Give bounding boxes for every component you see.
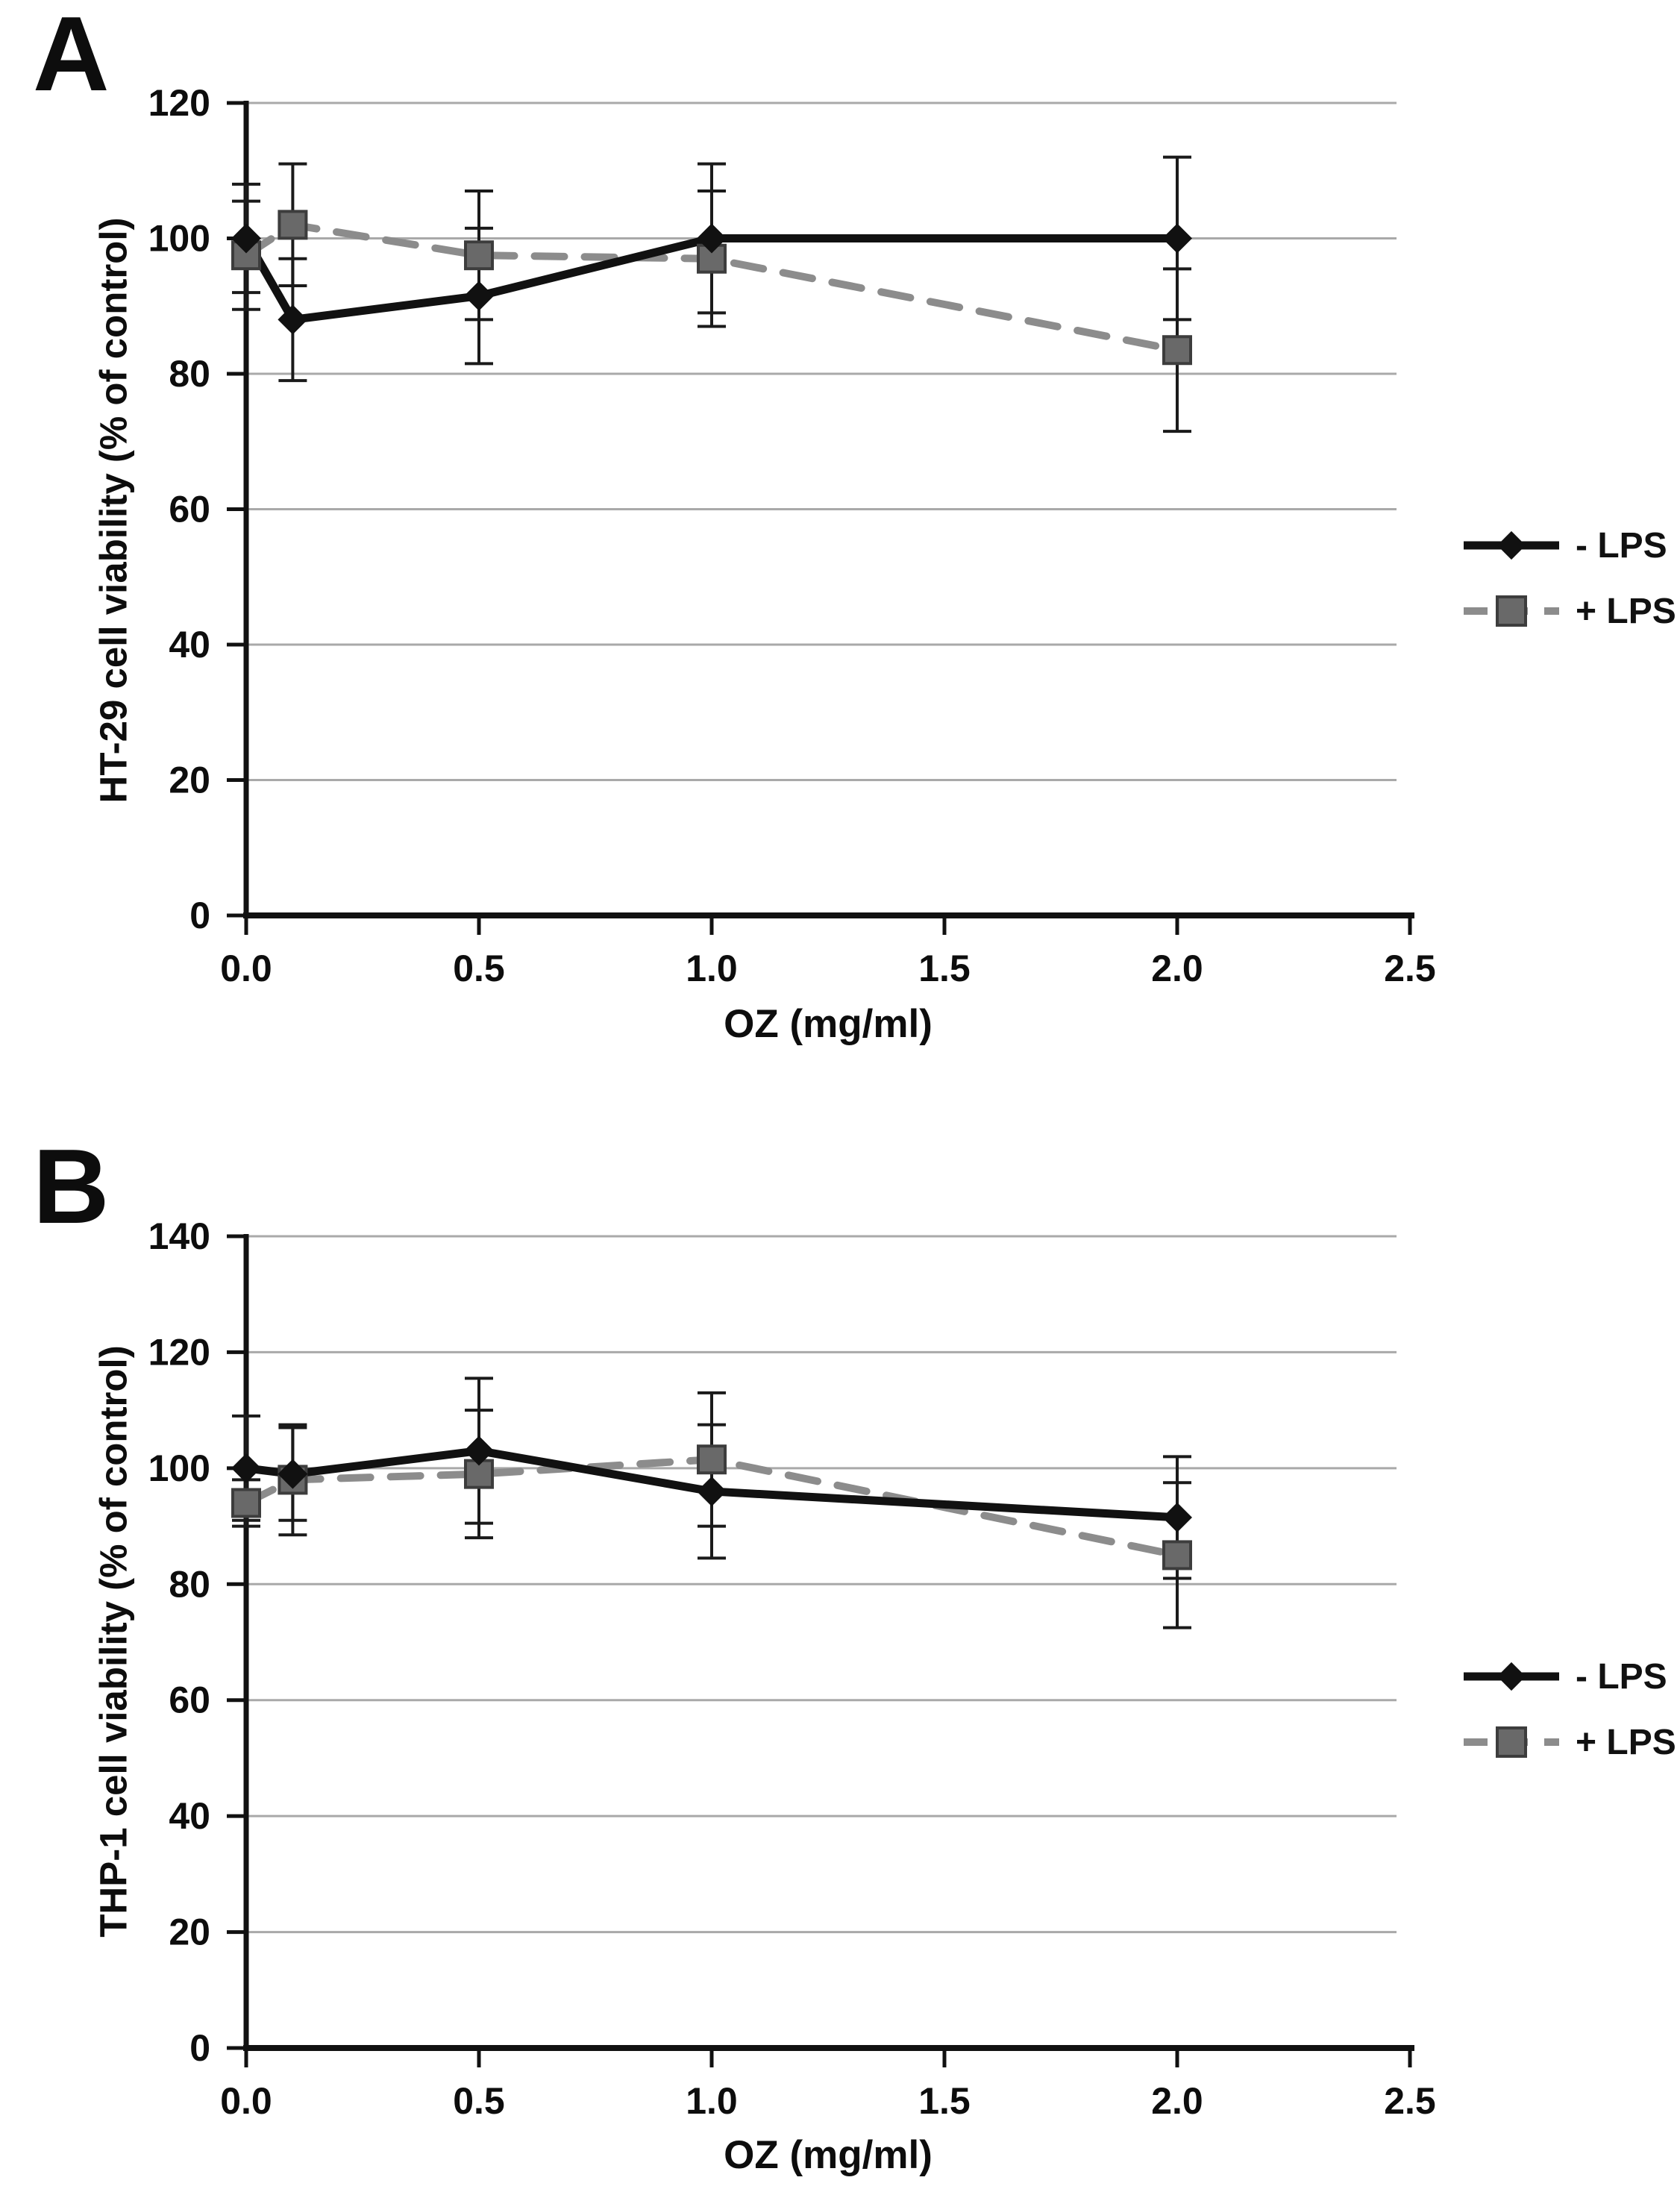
panel-a-minus-lps-diamond-marker: [1162, 223, 1192, 254]
panel-b-label: B: [33, 1127, 110, 1246]
panel-a-minus-lps-diamond-marker: [697, 223, 727, 254]
panel-b-y-tick-label: 120: [148, 1331, 210, 1373]
panel-b-plus-lps-square-marker: [1162, 1540, 1192, 1571]
panel-a-minus-lps-diamond-marker: [278, 304, 308, 335]
minus-lps-swatch: [1464, 1659, 1559, 1694]
panel-a-label: A: [33, 0, 110, 113]
panel-a-x-tick-label: 2.5: [1384, 948, 1436, 989]
minus-lps-swatch: [1464, 528, 1559, 563]
panel-a-x-tick-label: 0.0: [220, 948, 272, 989]
panel-b-y-tick-label: 40: [169, 1795, 210, 1837]
panel-b-minus-lps-diamond-marker: [278, 1459, 308, 1489]
panel-b-y-tick-label: 100: [148, 1447, 210, 1489]
legend-label: + LPS: [1576, 1722, 1676, 1762]
panel-b-minus-lps-diamond-marker: [697, 1476, 727, 1506]
legend-label: + LPS: [1576, 591, 1676, 631]
plus-lps-swatch: [1464, 1725, 1559, 1759]
panel-a-plus-lps-square-marker: [278, 210, 308, 240]
panel-a-plus-lps-square-marker: [1162, 335, 1192, 366]
legend-item-minus-lps: - LPS: [1464, 1653, 1676, 1700]
panel-b-minus-lps-diamond-marker: [1162, 1502, 1192, 1532]
panel-b-minus-lps-diamond-marker: [231, 1453, 261, 1483]
panel-b-y-axis-title: THP-1 cell viability (% of control): [92, 1345, 135, 1938]
panel-b-x-tick-label: 1.0: [686, 2080, 738, 2122]
square-marker-icon: [1496, 595, 1527, 627]
panel-a-x-tick-label: 2.0: [1151, 948, 1203, 989]
panel-b-x-axis-title: OZ (mg/ml): [724, 2133, 933, 2177]
panel-a-y-axis-title: HT-29 cell viability (% of control): [92, 217, 135, 804]
panel-a-y-tick-label: 80: [169, 353, 210, 395]
panel-a-minus-lps-diamond-marker: [231, 223, 261, 254]
panel-b-plus-lps-square-marker: [697, 1444, 727, 1475]
panel-a-minus-lps-diamond-marker: [464, 281, 494, 311]
panel-b-y-tick-label: 60: [169, 1679, 210, 1721]
panel-b-minus-lps-diamond-marker: [464, 1435, 494, 1466]
legend-item-plus-lps: + LPS: [1464, 1719, 1676, 1765]
plus-lps-swatch: [1464, 594, 1559, 628]
panel-a-y-tick-label: 0: [189, 895, 210, 936]
legend-label: - LPS: [1576, 1656, 1667, 1697]
legend-item-plus-lps: + LPS: [1464, 588, 1676, 634]
panel-a-plus-lps-square-marker: [464, 240, 494, 271]
panel-a-x-tick-label: 0.5: [453, 948, 505, 989]
panel-a-y-tick-label: 40: [169, 624, 210, 666]
diamond-marker-icon: [1496, 1662, 1526, 1691]
panel-b-plus-lps-square-marker: [231, 1488, 261, 1518]
legend-item-minus-lps: - LPS: [1464, 522, 1676, 569]
panel-a-y-tick-label: 20: [169, 760, 210, 801]
panel-a-x-axis-title: OZ (mg/ml): [724, 1002, 933, 1046]
panel-b-x-tick-label: 1.5: [918, 2080, 971, 2122]
panel-a-y-tick-label: 120: [148, 82, 210, 124]
panel-a-y-tick-label: 60: [169, 489, 210, 530]
panel-b-y-tick-label: 20: [169, 1911, 210, 1953]
panel-b-y-tick-label: 140: [148, 1215, 210, 1257]
panel-a-x-tick-label: 1.0: [686, 948, 738, 989]
panel-a-x-tick-label: 1.5: [918, 948, 971, 989]
square-marker-icon: [1496, 1726, 1527, 1758]
panel-b-x-tick-label: 0.0: [220, 2080, 272, 2122]
panel-b-legend: - LPS + LPS: [1464, 1653, 1676, 1785]
panel-b-x-tick-label: 2.5: [1384, 2080, 1436, 2122]
diamond-marker-icon: [1496, 530, 1526, 560]
panel-b-series-plus-lps-line: [242, 1456, 1181, 1559]
panel-a-legend: - LPS + LPS: [1464, 522, 1676, 654]
panel-a-y-tick-label: 100: [148, 218, 210, 260]
panel-a-plus-lps-square-marker: [231, 240, 261, 271]
panel-b-x-tick-label: 0.5: [453, 2080, 505, 2122]
legend-label: - LPS: [1576, 525, 1667, 566]
panel-b-y-tick-label: 0: [189, 2027, 210, 2069]
panel-b-y-tick-label: 80: [169, 1563, 210, 1605]
panel-b-x-tick-label: 2.0: [1151, 2080, 1203, 2122]
